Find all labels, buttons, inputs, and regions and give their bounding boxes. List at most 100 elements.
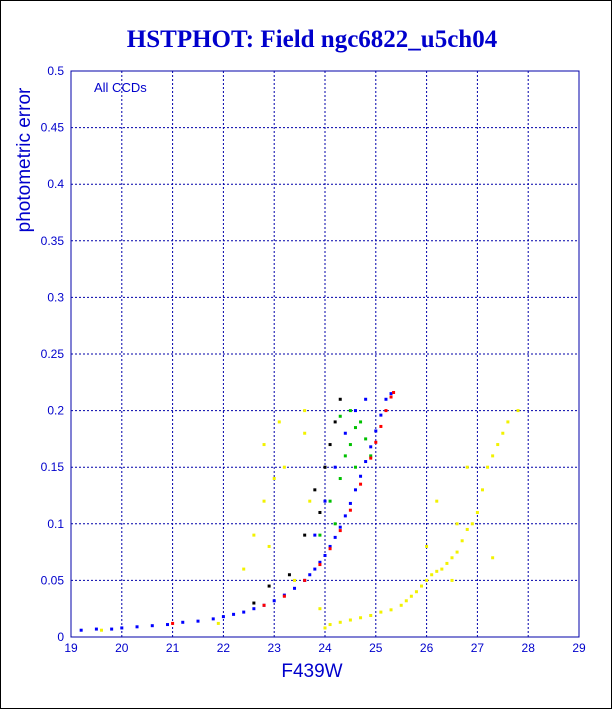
data-point	[242, 567, 246, 571]
data-point	[328, 499, 332, 503]
data-point	[282, 594, 286, 598]
data-point	[374, 429, 378, 433]
data-point	[328, 544, 332, 548]
data-point	[343, 514, 347, 518]
data-point	[338, 525, 342, 529]
data-point	[221, 615, 225, 619]
data-point	[364, 397, 368, 401]
data-point	[303, 431, 307, 435]
data-point	[338, 477, 342, 481]
y-tick-label: 0.25	[41, 347, 65, 361]
data-point	[353, 409, 357, 413]
data-point	[430, 573, 434, 577]
data-point	[333, 535, 337, 539]
data-point	[313, 567, 317, 571]
data-point	[465, 465, 469, 469]
data-point	[404, 599, 408, 603]
y-tick-label: 0.15	[41, 460, 65, 474]
x-tick-label: 23	[268, 641, 282, 655]
data-point	[392, 390, 396, 394]
y-tick-label: 0	[57, 630, 64, 644]
data-point	[475, 510, 479, 514]
data-point	[328, 623, 332, 627]
data-point	[348, 443, 352, 447]
data-point	[379, 413, 383, 417]
data-point	[379, 610, 383, 614]
data-point	[384, 409, 388, 413]
data-point	[303, 578, 307, 582]
data-point	[313, 533, 317, 537]
grid	[71, 71, 579, 637]
data-point	[79, 628, 83, 632]
y-tick-label: 0.3	[47, 290, 64, 304]
data-point	[171, 621, 175, 625]
data-point	[282, 465, 286, 469]
data-point	[211, 617, 215, 621]
data-point	[293, 586, 297, 590]
x-tick-label: 19	[64, 641, 78, 655]
data-point	[491, 454, 495, 458]
data-point	[359, 420, 363, 424]
x-tick-label: 27	[471, 641, 485, 655]
data-point	[420, 584, 424, 588]
data-point	[445, 561, 449, 565]
data-point	[181, 620, 185, 624]
data-point	[318, 560, 322, 564]
data-point	[338, 620, 342, 624]
x-tick-label: 29	[572, 641, 586, 655]
data-point	[308, 573, 312, 577]
data-point	[425, 544, 429, 548]
y-tick-label: 0.05	[41, 573, 65, 587]
data-point	[440, 567, 444, 571]
data-point	[480, 488, 484, 492]
data-point	[267, 584, 271, 588]
data-point	[328, 547, 332, 551]
data-point	[99, 628, 103, 632]
x-tick-label: 24	[318, 641, 332, 655]
data-point	[333, 465, 337, 469]
data-point	[384, 397, 388, 401]
data-point	[348, 508, 352, 512]
data-point	[348, 501, 352, 505]
x-tick-label: 20	[115, 641, 129, 655]
data-point	[369, 454, 373, 458]
data-point	[364, 437, 368, 441]
y-tick-label: 0.1	[47, 517, 64, 531]
data-point	[409, 594, 413, 598]
data-point	[303, 409, 307, 413]
x-tick-label: 22	[217, 641, 231, 655]
data-point	[450, 556, 454, 560]
data-point	[120, 626, 124, 630]
data-point	[491, 556, 495, 560]
data-point	[308, 499, 312, 503]
data-point	[374, 440, 378, 444]
data-point	[252, 601, 256, 605]
data-point	[496, 443, 500, 447]
data-point	[343, 431, 347, 435]
y-tick-label: 0.45	[41, 121, 65, 135]
series-red	[171, 390, 396, 625]
series-black	[252, 397, 342, 605]
data-point	[313, 488, 317, 492]
data-point	[455, 522, 459, 526]
data-point	[455, 550, 459, 554]
data-point	[369, 613, 373, 617]
data-point	[399, 603, 403, 607]
data-point	[272, 477, 276, 481]
data-point	[303, 533, 307, 537]
tick-labels: 19 20 21 22 23 24 25 26 27 28 29 0 0.05 0.1 0.15 0.2 0.2…	[41, 64, 586, 655]
y-tick-label: 0.35	[41, 234, 65, 248]
data-point	[318, 563, 322, 567]
data-point	[272, 599, 276, 603]
data-points	[79, 390, 520, 632]
data-point	[369, 456, 373, 460]
data-point	[425, 578, 429, 582]
data-point	[196, 619, 200, 623]
data-point	[318, 510, 322, 514]
data-point	[348, 618, 352, 622]
data-point	[389, 395, 393, 399]
data-point	[338, 397, 342, 401]
x-axis-title: F439W	[281, 661, 342, 682]
data-point	[318, 533, 322, 537]
